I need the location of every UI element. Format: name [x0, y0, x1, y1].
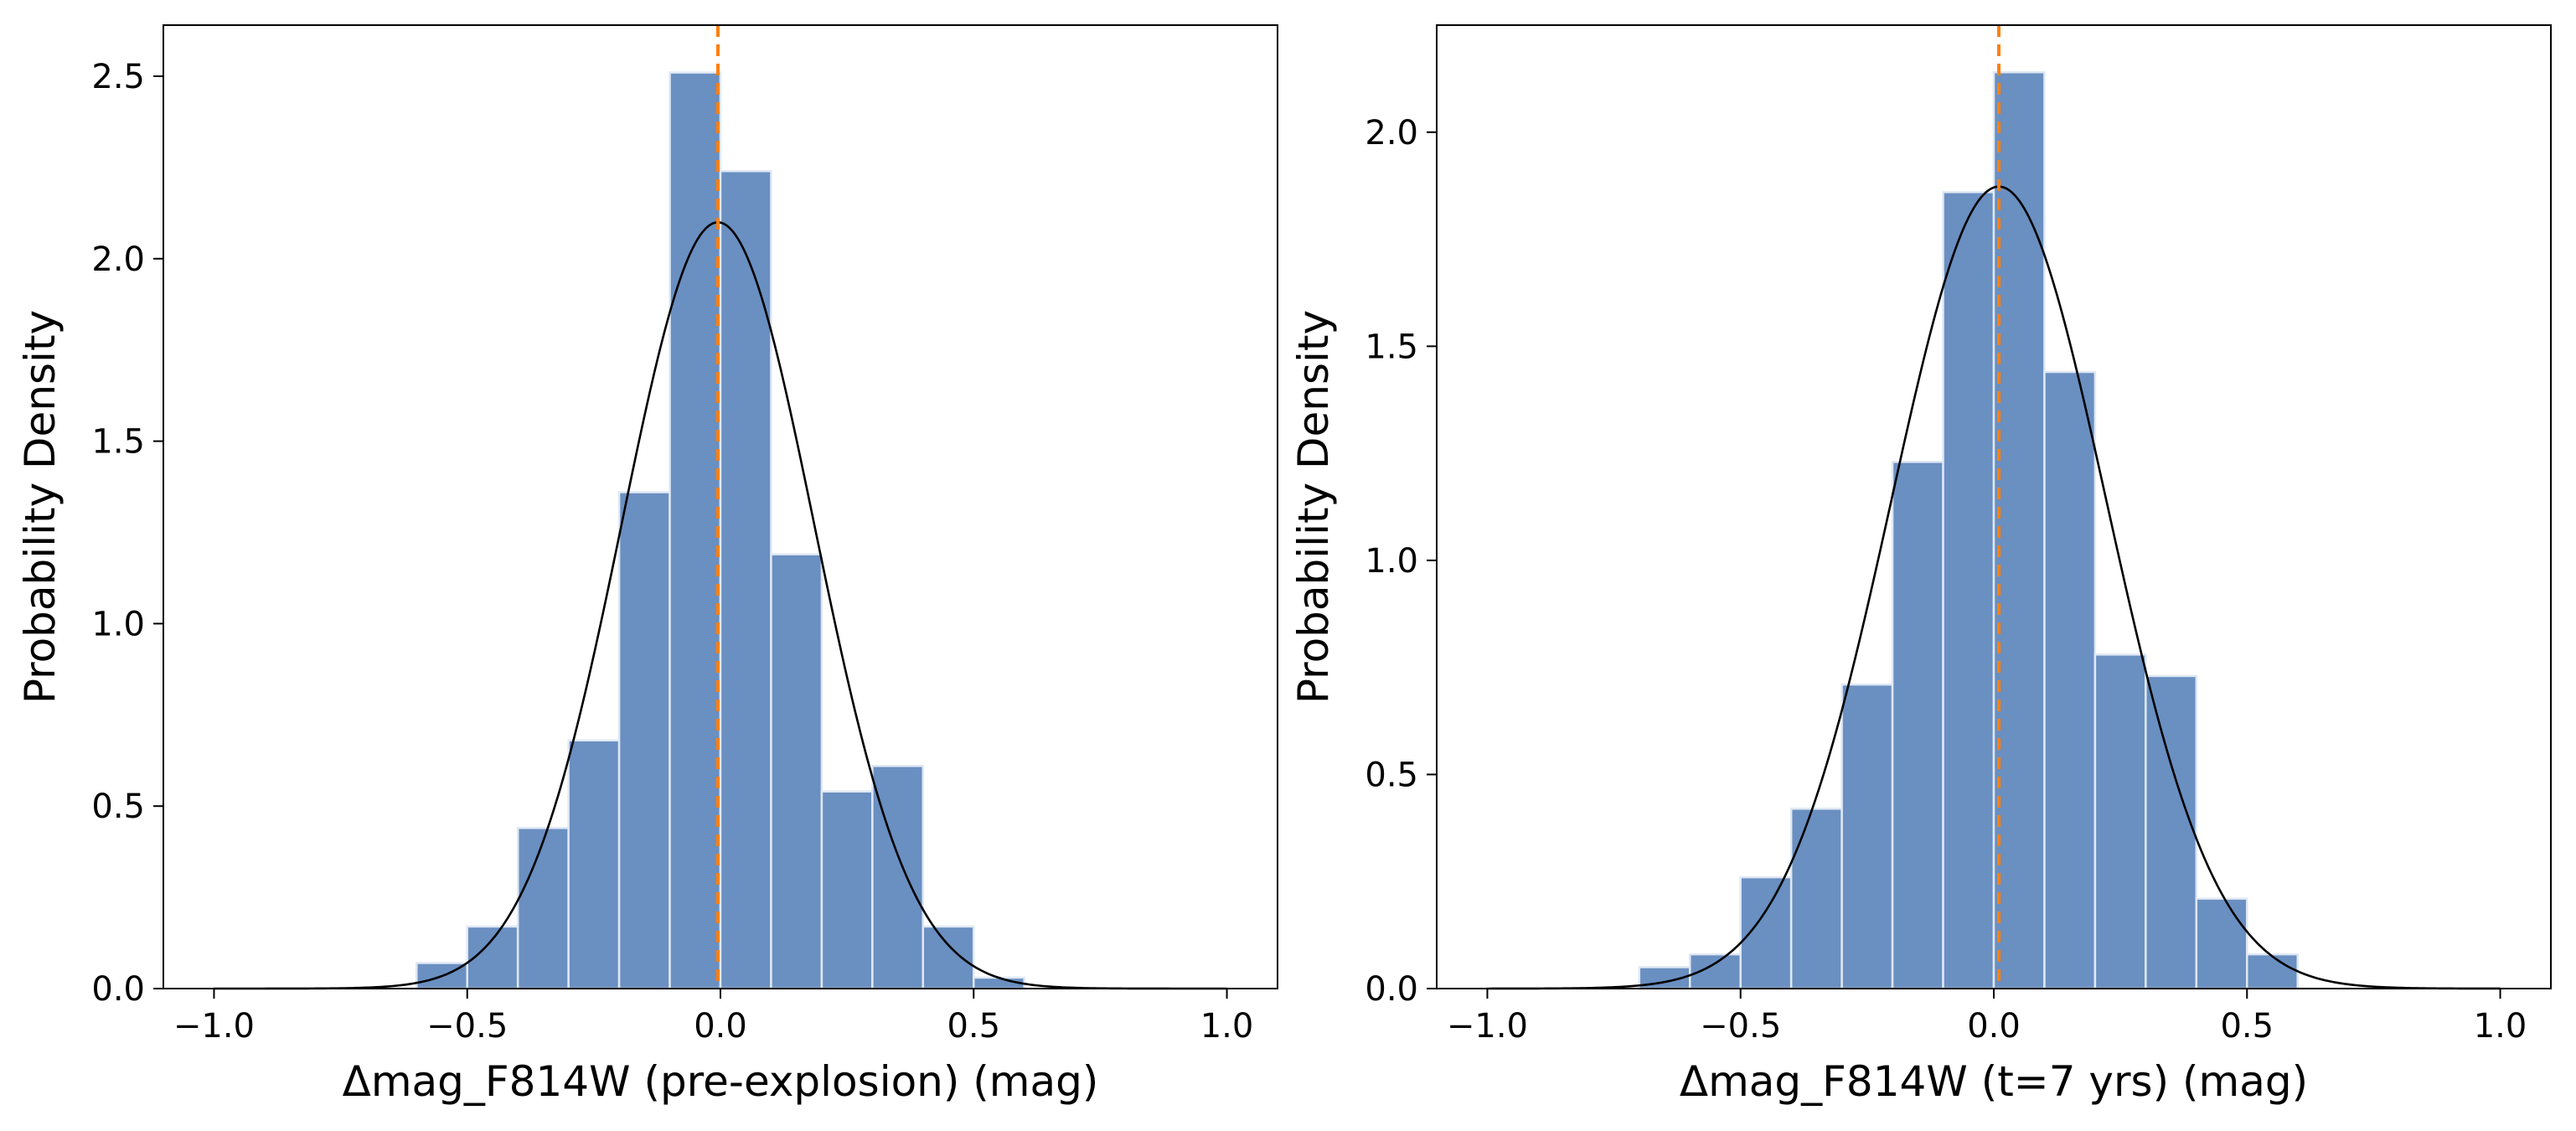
y-axis-label: Probability Density [1289, 310, 1338, 704]
y-axis-label: Probability Density [16, 310, 65, 704]
y-tick-label: 1.5 [1365, 328, 1418, 366]
y-tick-label: 0.5 [91, 788, 145, 826]
histogram-bar [1942, 191, 1995, 990]
histogram-bar [820, 790, 874, 990]
chart-panel-1: −1.0 −0.5 0.0 0.5 1.0 0.0 0.5 1.0 1.5 2.0 2.5 Δmag_… [16, 24, 1278, 1106]
y-tick-label: 0.5 [1365, 756, 1418, 794]
x-tick-label: −0.5 [1700, 1007, 1781, 1046]
x-axis-label: Δmag_F814W (t=7 yrs) (mag) [1680, 1057, 2308, 1106]
y-tick-label: 0.0 [91, 970, 145, 1009]
y-tick-label: 2.0 [1365, 114, 1418, 152]
histogram-bar [1992, 70, 2046, 990]
x-tick-label: 1.0 [1200, 1007, 1254, 1046]
x-tick-label: −0.5 [426, 1007, 508, 1046]
histogram-bar [617, 491, 671, 990]
y-tick-label: 2.5 [91, 58, 145, 96]
histogram-bar [921, 925, 975, 990]
histogram-bar [719, 169, 772, 990]
y-tick-label: 0.0 [1365, 970, 1418, 1009]
histogram-bar [770, 553, 823, 990]
x-tick-label: −1.0 [1447, 1007, 1528, 1046]
x-tick-label: 1.0 [2474, 1007, 2527, 1046]
x-tick-label: −1.0 [173, 1007, 255, 1046]
histogram-bar [1789, 808, 1843, 990]
y-tick-label: 1.0 [91, 605, 145, 643]
gaussian-fit-curve [1487, 185, 2501, 990]
x-tick-label: 0.0 [1967, 1007, 2021, 1046]
y-tick-label: 1.0 [1365, 542, 1418, 581]
gaussian-fit-curve [214, 221, 1227, 990]
x-axis-label: Δmag_F814W (pre-explosion) (mag) [343, 1057, 1099, 1106]
histogram-bar [1739, 875, 1793, 990]
y-tick-label: 2.0 [91, 240, 145, 279]
y-tick-label: 1.5 [91, 423, 145, 462]
x-tick-label: 0.5 [947, 1007, 1000, 1046]
histogram-bar [516, 827, 570, 990]
histogram-bar [2093, 653, 2147, 990]
histogram-bar [1891, 461, 1944, 990]
x-tick-label: 0.0 [694, 1007, 747, 1046]
chart-panel-2: −1.0 −0.5 0.0 0.5 1.0 0.0 0.5 1.0 1.5 2.0 Δmag_F81… [1289, 24, 2552, 1106]
histogram-bar [1840, 683, 1894, 990]
histogram-bar [2043, 370, 2097, 990]
histogram-bar [669, 71, 722, 990]
histogram-bar [2145, 674, 2198, 990]
histogram-bar [2195, 897, 2248, 990]
histogram-bar [2246, 953, 2299, 990]
x-tick-label: 0.5 [2220, 1007, 2274, 1046]
histogram-bar [567, 739, 621, 990]
